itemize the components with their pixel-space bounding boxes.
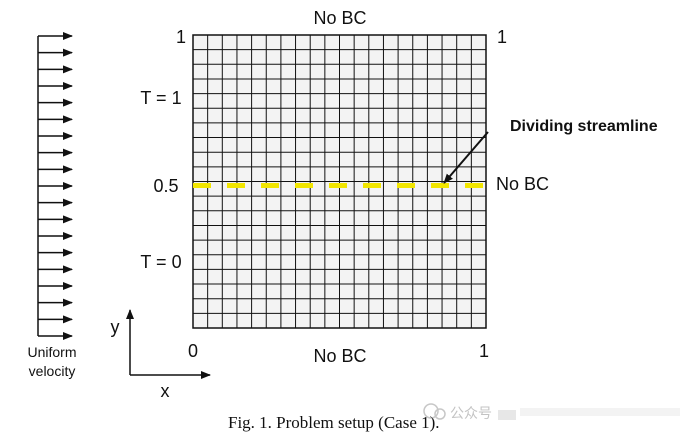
- bottom-boundary-label: No BC: [313, 346, 366, 366]
- temperature-top-label: T = 1: [140, 88, 181, 108]
- computational-mesh: [192, 34, 487, 329]
- corner-label-origin: 0: [188, 341, 198, 361]
- mid-height-label: 0.5: [153, 176, 178, 196]
- figure-caption: Fig. 1. Problem setup (Case 1).: [228, 413, 440, 432]
- dividing-streamline-label: Dividing streamline: [510, 118, 658, 135]
- inflow-label-line2: velocity: [29, 363, 76, 379]
- y-axis-label: y: [111, 317, 120, 337]
- uniform-velocity-arrows: [37, 32, 73, 340]
- right-boundary-label: No BC: [496, 174, 549, 194]
- watermark-logo: [423, 403, 446, 420]
- watermark-blur: [498, 408, 680, 420]
- dividing-streamline-pointer-arrow: [443, 131, 489, 184]
- corner-label-top-left: 1: [176, 27, 186, 47]
- corner-label-top-right: 1: [497, 27, 507, 47]
- inflow-label-line1: Uniform: [27, 344, 76, 360]
- top-boundary-label: No BC: [313, 8, 366, 28]
- watermark-text: 公众号: [450, 406, 492, 422]
- corner-label-bottom-right: 1: [479, 341, 489, 361]
- x-axis-label: x: [161, 381, 170, 401]
- temperature-bottom-label: T = 0: [140, 252, 181, 272]
